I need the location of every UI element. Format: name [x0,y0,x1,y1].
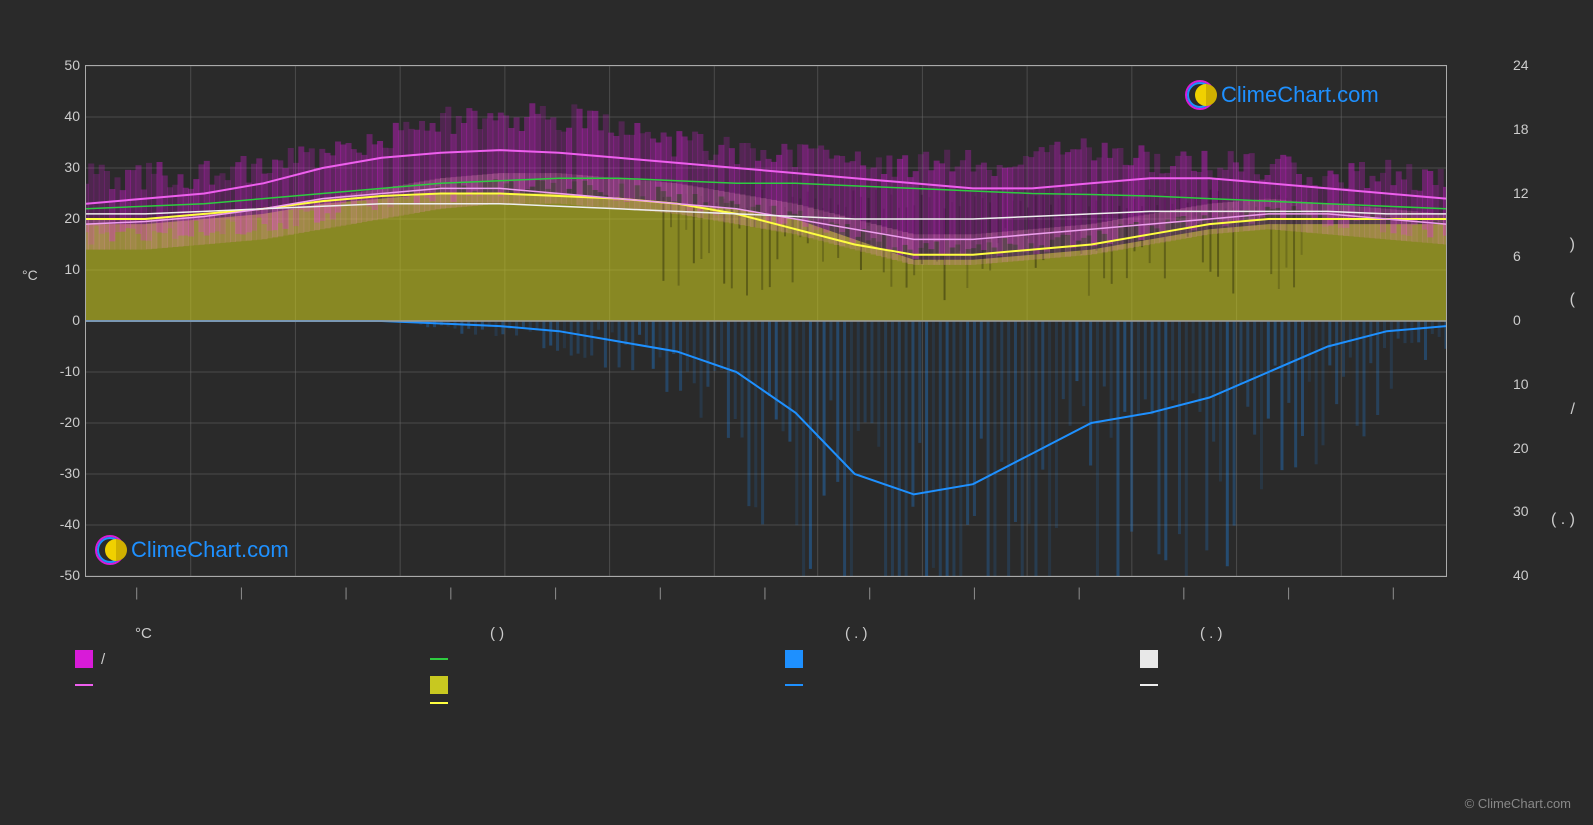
y-tick-right: 10 [1513,376,1543,392]
y-tick-right: 12 [1513,185,1543,201]
legend-swatch [1140,684,1158,686]
legend-row-2 [75,676,1495,694]
y-tick-right: 40 [1513,567,1543,583]
x-tick: | [1182,585,1185,600]
legend-header-row: °C( )( . )( . ) [75,625,1495,642]
x-tick: | [1392,585,1395,600]
x-tick: | [344,585,347,600]
chart-svg [86,66,1446,576]
legend-item [75,676,430,694]
y-axis-right-label-1: ) [1570,236,1575,254]
legend-swatch [1140,650,1158,668]
chart-plot-area [85,65,1447,577]
legend-header-item: ( ) [430,625,785,642]
y-tick-right: 20 [1513,440,1543,456]
legend-item [430,676,785,694]
legend-swatch [75,650,93,668]
legend-item [1140,676,1495,694]
y-tick-left: -50 [50,567,80,583]
legend-item [75,702,430,704]
climechart-logo: ClimeChart.com [95,535,289,565]
x-tick: | [240,585,243,600]
y-tick-left: 40 [50,108,80,124]
legend-header-item: °C [75,625,430,642]
legend-label: / [101,651,105,668]
x-tick: | [1077,585,1080,600]
legend-swatch [785,650,803,668]
legend-swatch [430,676,448,694]
y-tick-left: -20 [50,414,80,430]
x-tick: | [659,585,662,600]
legend-item [785,650,1140,668]
y-tick-left: 0 [50,312,80,328]
legend-header-item: ( . ) [785,625,1140,642]
legend-row-1: / [75,650,1495,668]
legend-item [430,702,785,704]
x-tick: | [763,585,766,600]
legend-swatch [75,684,93,686]
y-tick-right: 18 [1513,121,1543,137]
legend-item [430,650,785,668]
y-axis-right-label-2: ( [1570,291,1575,309]
logo-icon [95,535,125,565]
logo-text: ClimeChart.com [131,537,289,563]
y-axis-right-label-3: / [1571,401,1575,419]
legend-row-3 [75,702,1495,704]
legend-item [1140,650,1495,668]
x-tick: | [135,585,138,600]
legend-item [785,702,1140,704]
x-tick: | [1287,585,1290,600]
y-tick-left: -40 [50,516,80,532]
y-axis-left-label: °C [22,267,38,283]
logo-icon [1185,80,1215,110]
legend-swatch [430,702,448,704]
legend-item: / [75,650,430,668]
x-tick: | [449,585,452,600]
x-tick: | [868,585,871,600]
y-tick-right: 24 [1513,57,1543,73]
y-tick-left: -10 [50,363,80,379]
y-tick-right: 0 [1513,312,1543,328]
logo-text: ClimeChart.com [1221,82,1379,108]
y-tick-left: 50 [50,57,80,73]
x-tick: | [554,585,557,600]
legend-header-item: ( . ) [1140,625,1495,642]
legend-item [1140,702,1495,704]
legend-item [785,676,1140,694]
y-tick-right: 6 [1513,248,1543,264]
legend-swatch [430,658,448,660]
y-tick-left: -30 [50,465,80,481]
legend: °C( )( . )( . ) / [75,625,1495,712]
credit-text: © ClimeChart.com [1465,796,1571,811]
climechart-logo: ClimeChart.com [1185,80,1379,110]
y-axis-right-label-4: ( . ) [1551,511,1575,529]
legend-swatch [785,684,803,686]
y-tick-left: 20 [50,210,80,226]
y-tick-left: 10 [50,261,80,277]
y-tick-left: 30 [50,159,80,175]
x-tick: | [973,585,976,600]
y-tick-right: 30 [1513,503,1543,519]
